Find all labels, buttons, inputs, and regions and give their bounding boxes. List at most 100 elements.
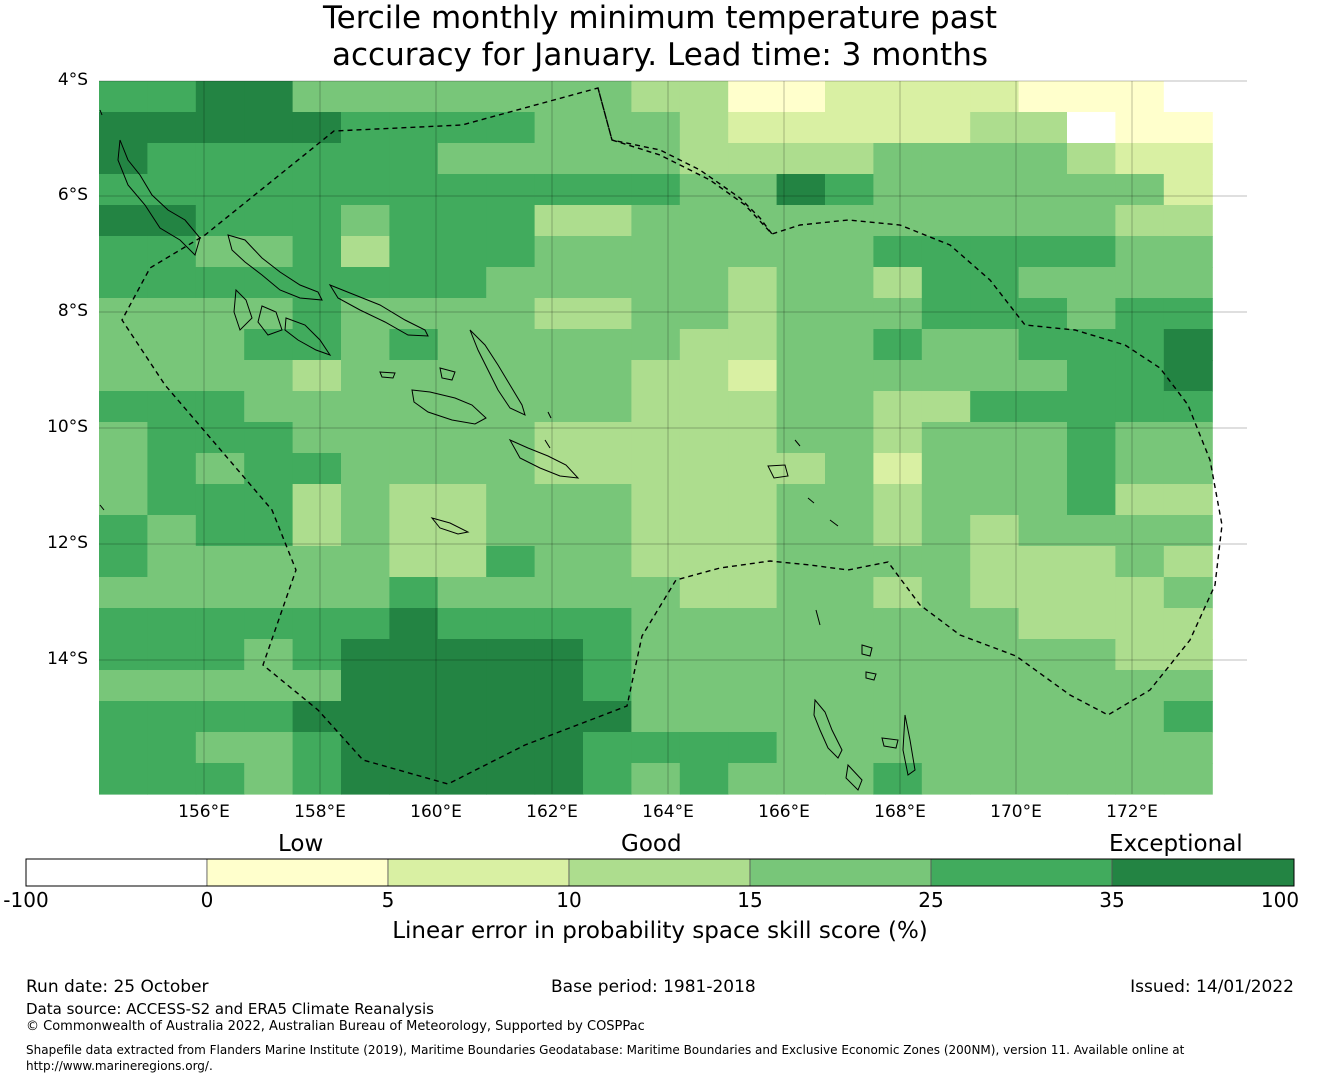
coastline-small-1 [379,367,552,449]
grid-cell [341,81,390,113]
grid-cell [1163,174,1213,206]
grid-cell [921,763,971,795]
grid-cell [679,515,729,547]
grid-cell [631,267,681,299]
grid-cell [728,639,778,671]
lon-label-164e: 164°E [642,802,694,822]
grid-cell [147,732,197,764]
grid-cell [147,515,197,547]
grid-cell [679,577,729,609]
grid-cell [1163,81,1213,113]
grid-cell [99,639,148,671]
grid-cell [341,391,390,423]
grid-cell [389,701,439,733]
grid-cell [99,577,148,609]
grid-cell [631,577,681,609]
grid-cell [389,236,439,268]
grid-cell [776,267,826,299]
grid-cell [341,639,390,671]
grid-cell [1067,453,1116,485]
grid-cell [873,298,923,330]
grid-cell [679,608,729,640]
grid-cell [534,484,584,516]
grid-cell [486,453,536,485]
grid-cell [244,608,294,640]
grid-cell [437,577,487,609]
grid-cell [341,329,390,361]
grid-cell [825,701,874,733]
grid-cell [486,174,536,206]
grid-cell [341,236,390,268]
grid-cell [1018,515,1068,547]
grid-cell [1163,701,1213,733]
grid-cell [921,577,971,609]
grid-cell [147,329,197,361]
grid-cell [1115,732,1165,764]
grid-cell [1067,267,1116,299]
grid-cell [437,639,487,671]
grid-cell [292,391,342,423]
grid-cell [147,174,197,206]
grid-cell [873,515,923,547]
grid-cell [147,422,197,454]
grid-cell [195,732,245,764]
grid-cell [970,112,1020,144]
grid-cell [873,577,923,609]
grid-cell [1163,670,1213,702]
grid-cell [195,670,245,702]
grid-cell [1067,298,1116,330]
grid-cell [776,112,826,144]
grid-cell [1163,639,1213,671]
grid-cell [99,360,148,392]
grid-cell [776,174,826,206]
grid-cell [728,546,778,578]
grid-cell [195,391,245,423]
grid-cell [244,81,294,113]
grid-cell [486,81,536,113]
skill-grid [99,81,1213,795]
grid-cell [1163,267,1213,299]
grid-cell [728,515,778,547]
grid-cell [147,236,197,268]
grid-cell [583,608,632,640]
grid-cell [99,763,148,795]
coastline-makira [508,438,580,479]
grid-cell [292,577,342,609]
grid-cell [147,267,197,299]
grid-cell [873,174,923,206]
grid-cell [244,453,294,485]
grid-cell [1018,329,1068,361]
grid-cell [437,81,487,113]
grid-cell [486,143,536,175]
colorbar-segment [930,858,1113,887]
grid-cell [825,515,874,547]
grid-cell [1115,546,1165,578]
grid-cell [147,81,197,113]
grid-cell [776,81,826,113]
grid-cell [728,174,778,206]
grid-cell [583,484,632,516]
grid-cell [437,453,487,485]
grid-cell [583,763,632,795]
grid-cell [292,422,342,454]
grid-cell [1018,422,1068,454]
grid-cell [776,608,826,640]
grid-cell [1115,701,1165,733]
coastlines [99,109,916,791]
grid-cell [728,360,778,392]
chart-title: Tercile monthly minimum temperature past… [0,0,1320,74]
grid-cell [825,453,874,485]
colorbar-segment [1111,858,1295,887]
grid-cell [437,515,487,547]
grid-cell [437,670,487,702]
grid-cell [583,515,632,547]
grid-cell [244,577,294,609]
grid-cell [486,298,536,330]
grid-cell [292,639,342,671]
grid-cell [99,267,148,299]
grid-cell [728,577,778,609]
grid-cell [292,205,342,237]
grid-cell [921,205,971,237]
grid-cell [679,236,729,268]
grid-cell [292,732,342,764]
